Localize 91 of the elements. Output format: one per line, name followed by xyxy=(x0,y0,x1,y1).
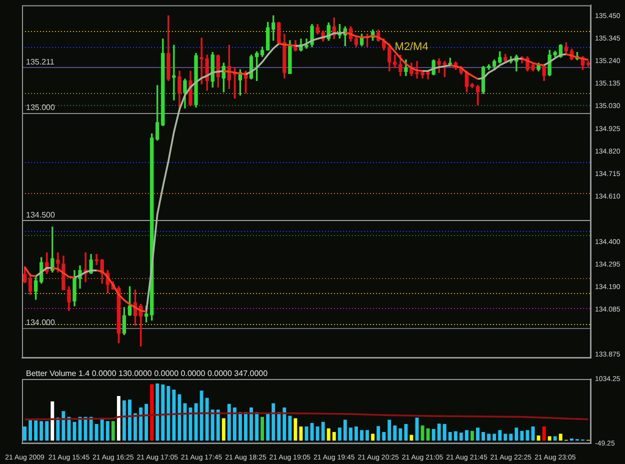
bar xyxy=(222,418,226,441)
candlestick xyxy=(94,254,98,265)
bar xyxy=(260,416,264,441)
bar xyxy=(464,430,468,441)
bar xyxy=(272,403,276,441)
bar xyxy=(23,426,26,441)
bar xyxy=(144,404,148,441)
bar xyxy=(482,432,485,441)
bar xyxy=(376,426,380,441)
bar xyxy=(172,390,176,441)
bar xyxy=(448,432,452,441)
bar xyxy=(28,420,32,441)
bar xyxy=(266,414,270,441)
bar xyxy=(366,430,369,441)
bar xyxy=(122,400,126,441)
bar xyxy=(509,434,513,441)
bar xyxy=(393,425,397,441)
bar xyxy=(360,430,364,441)
bar xyxy=(156,383,160,441)
ref-line-label: 135.000 xyxy=(26,102,56,112)
bar xyxy=(150,384,154,441)
bar xyxy=(67,416,71,441)
bar xyxy=(34,420,38,441)
bar xyxy=(161,384,165,441)
bar xyxy=(548,436,552,441)
bar xyxy=(106,421,110,441)
bar xyxy=(227,404,231,441)
bar xyxy=(332,432,336,441)
bar xyxy=(244,412,248,441)
bar xyxy=(354,426,358,441)
bar xyxy=(116,396,120,441)
bar xyxy=(410,434,414,441)
bar xyxy=(232,408,236,441)
bar xyxy=(56,418,60,441)
bar xyxy=(134,413,137,441)
bar xyxy=(40,421,44,441)
bar xyxy=(316,426,320,441)
bar xyxy=(111,421,115,441)
bar xyxy=(558,434,562,441)
bar xyxy=(553,436,557,441)
bar xyxy=(454,431,458,441)
bar xyxy=(504,434,508,441)
bar xyxy=(371,434,375,441)
bar xyxy=(321,422,325,441)
bar xyxy=(498,430,502,441)
bar xyxy=(216,410,220,441)
ref-line-label: 134.500 xyxy=(26,210,56,220)
bar xyxy=(437,424,441,441)
bar xyxy=(205,398,209,441)
bar xyxy=(200,390,204,441)
bar xyxy=(238,412,242,441)
bar xyxy=(255,412,258,441)
bar xyxy=(476,428,480,441)
bar xyxy=(45,421,49,441)
bar xyxy=(62,411,66,441)
bar xyxy=(338,428,342,441)
bar xyxy=(277,412,281,441)
chart-title: Better Volume 1.4 0.0000 130.0000 0.0000 0.0000 0.0000 347.0000 xyxy=(26,369,268,378)
bar xyxy=(50,401,54,441)
bar xyxy=(514,428,518,441)
bar xyxy=(520,430,524,441)
bar xyxy=(282,408,286,441)
bar xyxy=(166,386,170,441)
bar xyxy=(89,416,93,441)
bar xyxy=(348,428,352,441)
bar xyxy=(100,419,104,441)
bar xyxy=(250,408,253,441)
bar xyxy=(343,420,347,441)
bar xyxy=(288,416,292,441)
bar xyxy=(382,432,386,441)
bar xyxy=(398,428,402,441)
annotation: M2/M4 xyxy=(394,41,428,54)
bar xyxy=(94,424,98,441)
bar xyxy=(542,426,546,441)
ref-line-label: 135.211 xyxy=(26,58,55,67)
bar xyxy=(388,420,392,441)
bar xyxy=(432,429,436,441)
bar xyxy=(210,410,214,441)
bar xyxy=(294,418,298,441)
bar xyxy=(470,430,474,441)
bar xyxy=(492,434,496,441)
bar xyxy=(442,424,446,441)
bar xyxy=(487,434,491,441)
bar xyxy=(128,400,132,441)
bar xyxy=(326,428,330,441)
bar xyxy=(459,432,463,441)
bar xyxy=(178,394,182,441)
bar xyxy=(404,424,408,441)
bar xyxy=(570,438,574,441)
ref-line-label: 134.000 xyxy=(26,318,56,328)
bar xyxy=(139,408,142,441)
